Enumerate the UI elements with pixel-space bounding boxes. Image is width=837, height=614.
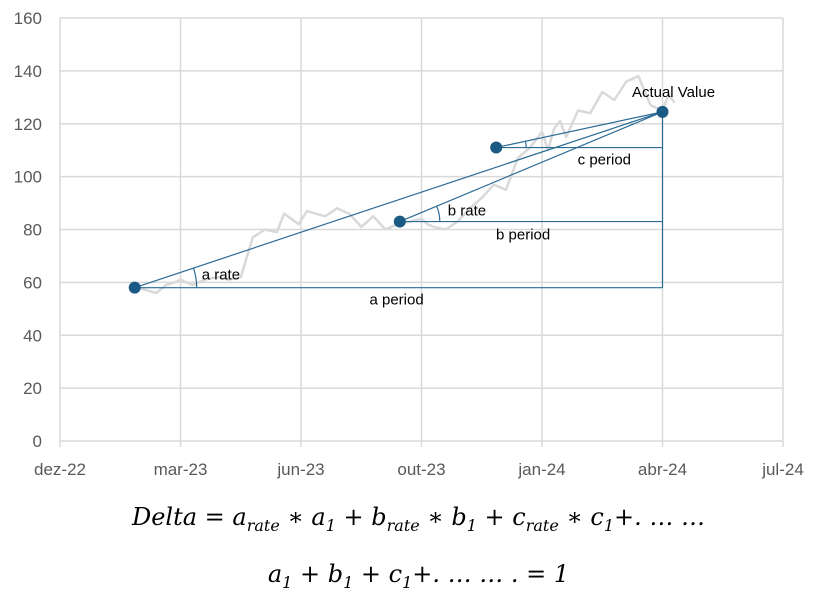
tick-labels: 0 20 40 60 80 100 120 140 160 dez-22 mar-23 jun-23 o… — [14, 9, 804, 479]
formula-plus: + — [476, 503, 513, 531]
point-c — [490, 141, 503, 154]
formula-tail: +. … … . = 1 — [412, 560, 570, 588]
formula-plus: + — [335, 503, 372, 531]
y-tick-label: 40 — [23, 326, 42, 345]
formula-a1-sub: 1 — [325, 515, 336, 535]
formula-plus: + — [353, 560, 389, 588]
formula-c1: c — [388, 560, 403, 588]
formula-c-sub: rate — [525, 515, 559, 535]
formula-b1: b — [451, 503, 467, 531]
c-period-label: c period — [578, 152, 631, 169]
formula-op: ∗ — [279, 503, 312, 531]
x-tick-label: jul-24 — [761, 460, 804, 479]
chart-area: 0 20 40 60 80 100 120 140 160 dez-22 mar-23 jun-23 o… — [14, 9, 804, 479]
grid — [59, 17, 784, 447]
y-tick-label: 140 — [14, 62, 42, 81]
y-tick-label: 120 — [14, 115, 42, 134]
rate-lines — [134, 111, 664, 289]
formula-plus: + — [292, 560, 328, 588]
formula-a1-sub: 1 — [282, 572, 293, 592]
a-rate-label: a rate — [202, 267, 240, 284]
formula-c1-sub: 1 — [603, 515, 615, 535]
y-tick-label: 0 — [33, 432, 42, 451]
y-tick-label: 100 — [14, 168, 42, 187]
x-tick-label: out-23 — [397, 460, 445, 479]
a-period-label: a period — [369, 292, 423, 309]
b-period-label: b period — [496, 227, 550, 244]
formula-tail: +. … … — [614, 503, 706, 531]
x-tick-label: dez-22 — [34, 460, 86, 479]
point-b — [393, 215, 406, 228]
formula-op: ∗ — [419, 503, 452, 531]
y-tick-label: 80 — [23, 221, 42, 240]
weights-formula: a1 + b1 + c1+. … … . = 1 — [0, 560, 837, 592]
x-tick-label: mar-23 — [154, 460, 208, 479]
point-a — [128, 281, 141, 294]
rate-line-b — [399, 111, 663, 223]
rate-line-a — [134, 111, 663, 289]
formula-a1: a — [311, 503, 326, 531]
actual-value-label: Actual Value — [632, 84, 715, 101]
c-rate-arc — [524, 141, 527, 148]
a-rate-arc — [192, 267, 198, 288]
formula-equals: = — [197, 503, 233, 531]
formula-a1: a — [267, 560, 283, 588]
x-tick-label: abr-24 — [638, 460, 687, 479]
y-tick-label: 60 — [23, 273, 42, 292]
series-layer — [137, 74, 676, 295]
b-rate-label: b rate — [448, 203, 486, 220]
formula-b1-sub: 1 — [343, 572, 354, 592]
formula-c1: c — [590, 503, 604, 531]
x-tick-label: jan-24 — [517, 460, 565, 479]
annotations: Actual Value a rate b rate a period b period… — [202, 84, 715, 309]
point-actual — [656, 105, 669, 118]
formula-b: b — [371, 503, 387, 531]
formula-c: c — [512, 503, 526, 531]
delta-formula: Delta = arate ∗ a1 + brate ∗ b1 + crate … — [0, 503, 837, 535]
price-series-line — [137, 74, 676, 295]
points-layer — [128, 105, 669, 294]
b-rate-arc — [436, 205, 441, 222]
formula-op: ∗ — [558, 503, 591, 531]
formula-a-sub: rate — [246, 515, 280, 535]
formula-b-sub: rate — [386, 515, 420, 535]
x-tick-label: jun-23 — [276, 460, 324, 479]
formula-delta-term: Delta — [131, 503, 198, 531]
formula-b1-sub: 1 — [466, 515, 477, 535]
formula-c1-sub: 1 — [402, 572, 413, 592]
y-tick-label: 20 — [23, 379, 42, 398]
rate-line-c — [496, 111, 663, 149]
formula-a: a — [232, 503, 247, 531]
formula-b1: b — [327, 560, 344, 588]
y-tick-label: 160 — [14, 9, 42, 28]
